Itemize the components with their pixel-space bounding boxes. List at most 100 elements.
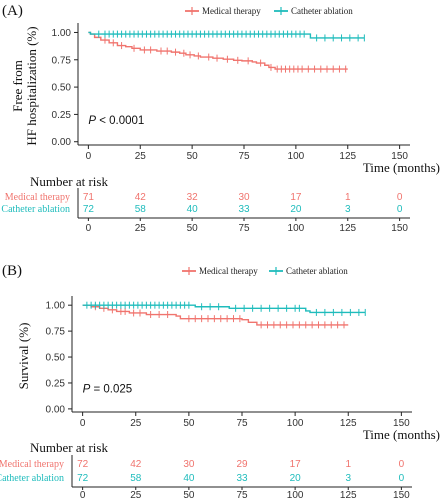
y-tick-label: 0.25 bbox=[46, 378, 66, 389]
risk-count: 30 bbox=[183, 459, 195, 470]
risk-count: 20 bbox=[290, 473, 302, 484]
risk-axis-tick-label: 25 bbox=[135, 223, 147, 234]
y-axis-title: Survival (%) bbox=[16, 323, 31, 390]
risk-count: 42 bbox=[130, 459, 142, 470]
risk-table-title: Number at risk bbox=[30, 174, 108, 189]
risk-axis-tick-label: 50 bbox=[187, 223, 199, 234]
x-tick-label: 25 bbox=[130, 418, 142, 429]
y-tick-label: 0.00 bbox=[46, 404, 66, 415]
risk-row-label: Catheter ablation bbox=[0, 473, 64, 484]
risk-count: 58 bbox=[135, 204, 147, 215]
x-tick-label: 0 bbox=[86, 151, 92, 162]
survival-curve bbox=[88, 31, 348, 70]
risk-axis-tick-label: 25 bbox=[130, 490, 142, 500]
risk-count: 40 bbox=[187, 204, 199, 215]
survival-curve bbox=[82, 304, 349, 326]
risk-count: 20 bbox=[290, 204, 302, 215]
p-value: = 0.025 bbox=[90, 383, 132, 395]
series-catheter-ablation bbox=[88, 30, 365, 42]
risk-count: 3 bbox=[345, 473, 351, 484]
p-value-annotation: P < 0.0001 bbox=[88, 115, 144, 127]
x-tick-label: 100 bbox=[288, 151, 305, 162]
y-tick-label: 0.00 bbox=[52, 137, 72, 148]
risk-count: 1 bbox=[345, 192, 351, 203]
risk-count: 42 bbox=[135, 192, 147, 203]
panel-b: (B) Medical therapy Catheter ablation 0.00 0… bbox=[0, 263, 440, 500]
y-axis-title: HF hospitalization (%) bbox=[24, 26, 39, 145]
legend-label: Catheter ablation bbox=[291, 6, 353, 16]
x-tick-label: 100 bbox=[287, 418, 304, 429]
risk-count: 17 bbox=[290, 459, 302, 470]
x-axis-title: Time (months) bbox=[363, 427, 440, 442]
risk-axis-tick-label: 125 bbox=[339, 223, 356, 234]
p-value-annotation: P = 0.025 bbox=[83, 383, 133, 395]
risk-row-label: Medical therapy bbox=[0, 459, 64, 470]
series-catheter-ablation bbox=[82, 301, 366, 316]
y-tick-label: 1.00 bbox=[46, 301, 66, 312]
risk-count: 17 bbox=[290, 192, 302, 203]
legend: Medical therapy Catheter ablation bbox=[185, 6, 353, 16]
risk-count: 33 bbox=[236, 473, 248, 484]
panel-label: (A) bbox=[2, 3, 23, 19]
risk-count: 58 bbox=[130, 473, 142, 484]
y-axis-title: Free from bbox=[10, 60, 25, 112]
risk-count: 72 bbox=[83, 204, 95, 215]
risk-count: 0 bbox=[399, 473, 405, 484]
legend-label: Medical therapy bbox=[199, 266, 258, 276]
risk-count: 71 bbox=[83, 192, 95, 203]
risk-count: 0 bbox=[397, 192, 403, 203]
risk-row-label: Medical therapy bbox=[5, 192, 70, 203]
risk-count: 72 bbox=[77, 473, 89, 484]
risk-axis-tick-label: 75 bbox=[238, 223, 250, 234]
x-axis-title: Time (months) bbox=[363, 160, 440, 175]
x-tick-label: 0 bbox=[80, 418, 86, 429]
risk-count: 32 bbox=[187, 192, 199, 203]
risk-row-label: Catheter ablation bbox=[1, 204, 70, 215]
risk-count: 3 bbox=[345, 204, 351, 215]
y-tick-label: 0.25 bbox=[52, 110, 72, 121]
risk-count: 0 bbox=[399, 459, 405, 470]
risk-count: 0 bbox=[397, 204, 403, 215]
y-tick-label: 0.75 bbox=[52, 55, 72, 66]
x-tick-label: 75 bbox=[238, 151, 250, 162]
risk-count: 40 bbox=[183, 473, 195, 484]
p-value: < 0.0001 bbox=[96, 115, 144, 127]
risk-axis-tick-label: 150 bbox=[393, 490, 410, 500]
panel-label: (B) bbox=[2, 263, 22, 279]
legend-label: Medical therapy bbox=[202, 6, 261, 16]
p-symbol: P bbox=[88, 115, 96, 127]
risk-count: 72 bbox=[77, 459, 89, 470]
x-tick-label: 50 bbox=[183, 418, 195, 429]
risk-axis-tick-label: 100 bbox=[288, 223, 305, 234]
risk-axis-tick-label: 0 bbox=[86, 223, 92, 234]
risk-axis-tick-label: 125 bbox=[340, 490, 357, 500]
risk-count: 1 bbox=[345, 459, 351, 470]
risk-axis-tick-label: 0 bbox=[80, 490, 86, 500]
legend-label: Catheter ablation bbox=[286, 266, 348, 276]
y-tick-label: 0.50 bbox=[46, 353, 66, 364]
survival-curve bbox=[88, 31, 365, 39]
legend: Medical therapy Catheter ablation bbox=[182, 266, 348, 276]
y-tick-label: 0.75 bbox=[46, 327, 66, 338]
risk-axis-tick-label: 100 bbox=[287, 490, 304, 500]
risk-axis-tick-label: 75 bbox=[236, 490, 248, 500]
risk-count: 30 bbox=[238, 192, 250, 203]
survival-curve bbox=[82, 304, 366, 314]
x-tick-label: 25 bbox=[135, 151, 147, 162]
risk-axis-tick-label: 50 bbox=[183, 490, 195, 500]
risk-count: 29 bbox=[236, 459, 248, 470]
x-tick-label: 50 bbox=[187, 151, 199, 162]
x-tick-label: 75 bbox=[236, 418, 248, 429]
panel-a: (A) Medical therapy Catheter ablation0.000… bbox=[1, 3, 440, 234]
p-symbol: P bbox=[83, 383, 91, 395]
risk-count: 33 bbox=[238, 204, 250, 215]
x-tick-label: 125 bbox=[339, 151, 356, 162]
risk-table-title: Number at risk bbox=[30, 440, 108, 455]
x-tick-label: 150 bbox=[393, 418, 410, 429]
x-tick-label: 150 bbox=[391, 151, 408, 162]
y-tick-label: 0.50 bbox=[52, 83, 72, 94]
y-tick-label: 1.00 bbox=[52, 28, 72, 39]
